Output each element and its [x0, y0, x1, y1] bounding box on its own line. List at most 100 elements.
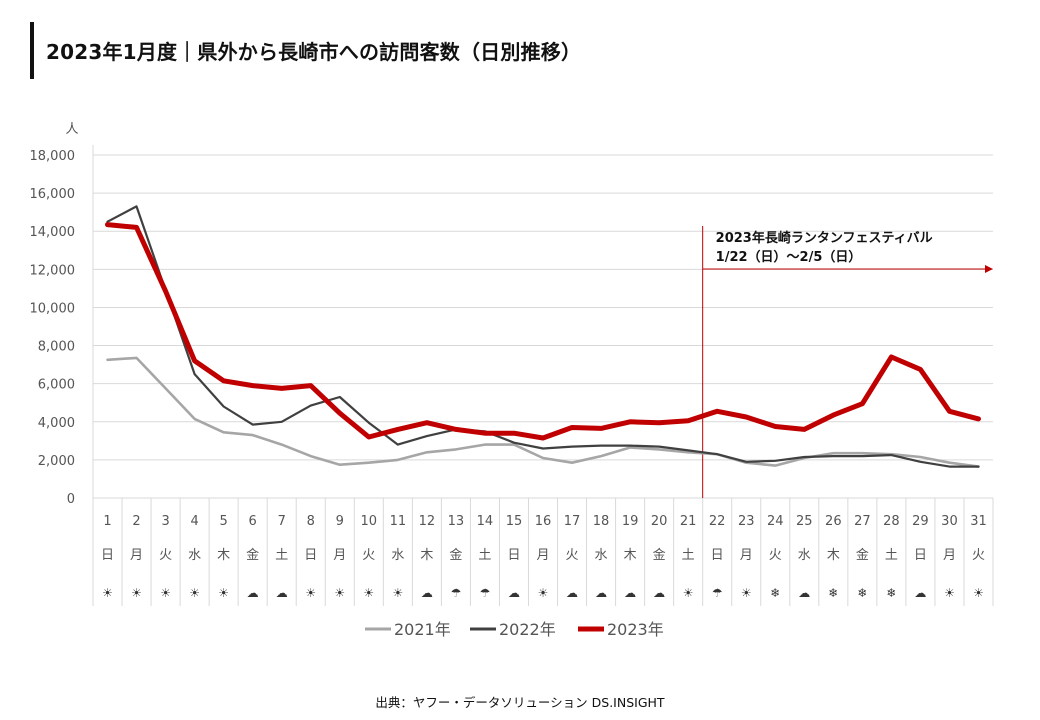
x-tick-label: 11 [390, 514, 407, 529]
weekday-label: 日 [711, 548, 724, 563]
weekday-label: 木 [624, 548, 637, 563]
weekday-label: 土 [478, 548, 491, 563]
x-tick-label: 27 [854, 514, 871, 529]
x-tick-label: 13 [448, 514, 465, 529]
series-line-2021 [106, 356, 980, 468]
annotation-dates: 1/22（日）～2/5（日） [716, 249, 862, 265]
y-tick-label: 16,000 [30, 187, 76, 202]
y-tick-label: 6,000 [38, 378, 75, 393]
weekday-label: 日 [101, 548, 114, 563]
weekday-label: 火 [566, 548, 579, 563]
weekday-label: 火 [362, 548, 375, 563]
x-tick-label: 26 [825, 514, 842, 529]
snow-weather-icon: ❄ [886, 586, 896, 600]
snow-weather-icon: ❄ [770, 586, 780, 600]
sunny-weather-icon: ☀ [131, 586, 142, 600]
weekday-label: 金 [449, 547, 462, 563]
cloudy-weather-icon: ☁ [247, 586, 259, 600]
x-tick-label: 16 [535, 514, 552, 529]
weekday-label: 火 [159, 548, 172, 563]
x-tick-label: 22 [709, 514, 726, 529]
weekday-label: 土 [682, 548, 695, 563]
sunny-weather-icon: ☀ [189, 586, 200, 600]
rain-weather-icon: ☂ [480, 586, 491, 600]
x-tick-label: 18 [593, 514, 610, 529]
weekday-label: 木 [420, 548, 433, 563]
y-tick-label: 0 [67, 492, 75, 507]
x-tick-label: 7 [278, 514, 286, 529]
x-tick-label: 23 [738, 514, 755, 529]
sunny-weather-icon: ☀ [973, 586, 984, 600]
x-tick-label: 17 [564, 514, 581, 529]
snow-weather-icon: ❄ [857, 586, 867, 600]
sunny-weather-icon: ☀ [944, 586, 955, 600]
sunny-weather-icon: ☀ [305, 586, 316, 600]
weekday-label: 月 [536, 548, 549, 563]
weekday-label: 水 [188, 548, 201, 563]
x-tick-label: 12 [419, 514, 436, 529]
weekday-label: 火 [769, 548, 782, 563]
weekday-label: 火 [972, 548, 985, 563]
cloudy-weather-icon: ☁ [914, 586, 926, 600]
weekday-label: 木 [217, 548, 230, 563]
x-tick-label: 24 [767, 514, 784, 529]
y-tick-label: 2,000 [38, 454, 75, 469]
sunny-weather-icon: ☀ [363, 586, 374, 600]
annotation-title: 2023年長崎ランタンフェスティバル [716, 230, 933, 246]
cloudy-weather-icon: ☁ [624, 586, 636, 600]
page-title: 2023年1月度｜県外から長崎市への訪問客数（日別推移） [46, 40, 582, 64]
series-line-2022 [106, 205, 980, 468]
x-tick-label: 9 [336, 514, 344, 529]
x-tick-label: 1 [103, 514, 111, 529]
cloudy-weather-icon: ☁ [508, 586, 520, 600]
weekday-label: 月 [740, 548, 753, 563]
sunny-weather-icon: ☀ [218, 586, 229, 600]
weekday-label: 金 [856, 547, 869, 563]
x-tick-label: 21 [680, 514, 697, 529]
x-tick-label: 2 [132, 514, 140, 529]
weekday-label: 日 [914, 548, 927, 563]
x-tick-label: 3 [161, 514, 169, 529]
x-tick-label: 25 [796, 514, 813, 529]
y-tick-label: 10,000 [30, 301, 76, 316]
cloudy-weather-icon: ☁ [421, 586, 433, 600]
weekday-label: 月 [130, 548, 143, 563]
y-tick-label: 8,000 [38, 340, 75, 355]
x-tick-label: 10 [361, 514, 378, 529]
x-tick-label: 5 [220, 514, 228, 529]
x-tick-label: 14 [477, 514, 494, 529]
x-tick-label: 4 [190, 514, 198, 529]
x-tick-label: 6 [249, 514, 257, 529]
cloudy-weather-icon: ☁ [798, 586, 810, 600]
x-tick-label: 28 [883, 514, 900, 529]
x-tick-label: 20 [651, 514, 668, 529]
weekday-label: 木 [827, 548, 840, 563]
weekday-label: 土 [885, 548, 898, 563]
sunny-weather-icon: ☀ [160, 586, 171, 600]
x-tick-label: 19 [622, 514, 639, 529]
cloudy-weather-icon: ☁ [595, 586, 607, 600]
cloudy-weather-icon: ☁ [276, 586, 288, 600]
rain-weather-icon: ☂ [451, 586, 462, 600]
sunny-weather-icon: ☀ [334, 586, 345, 600]
weekday-label: 日 [304, 548, 317, 563]
sunny-weather-icon: ☀ [102, 586, 113, 600]
y-tick-label: 14,000 [30, 225, 76, 240]
sunny-weather-icon: ☀ [538, 586, 549, 600]
x-tick-label: 29 [912, 514, 929, 529]
legend-label: 2023年 [607, 620, 664, 639]
weekday-label: 土 [275, 548, 288, 563]
series-line-2023 [105, 222, 981, 441]
weekday-label: 水 [595, 548, 608, 563]
weekday-label: 月 [943, 548, 956, 563]
legend-label: 2021年 [394, 620, 451, 639]
y-tick-label: 4,000 [38, 416, 75, 431]
y-tick-label: 18,000 [30, 149, 76, 164]
snow-weather-icon: ❄ [828, 586, 838, 600]
weekday-label: 月 [333, 548, 346, 563]
legend-label: 2022年 [499, 620, 556, 639]
cloudy-weather-icon: ☁ [566, 586, 578, 600]
cloudy-weather-icon: ☁ [653, 586, 665, 600]
weekday-label: 日 [507, 548, 520, 563]
